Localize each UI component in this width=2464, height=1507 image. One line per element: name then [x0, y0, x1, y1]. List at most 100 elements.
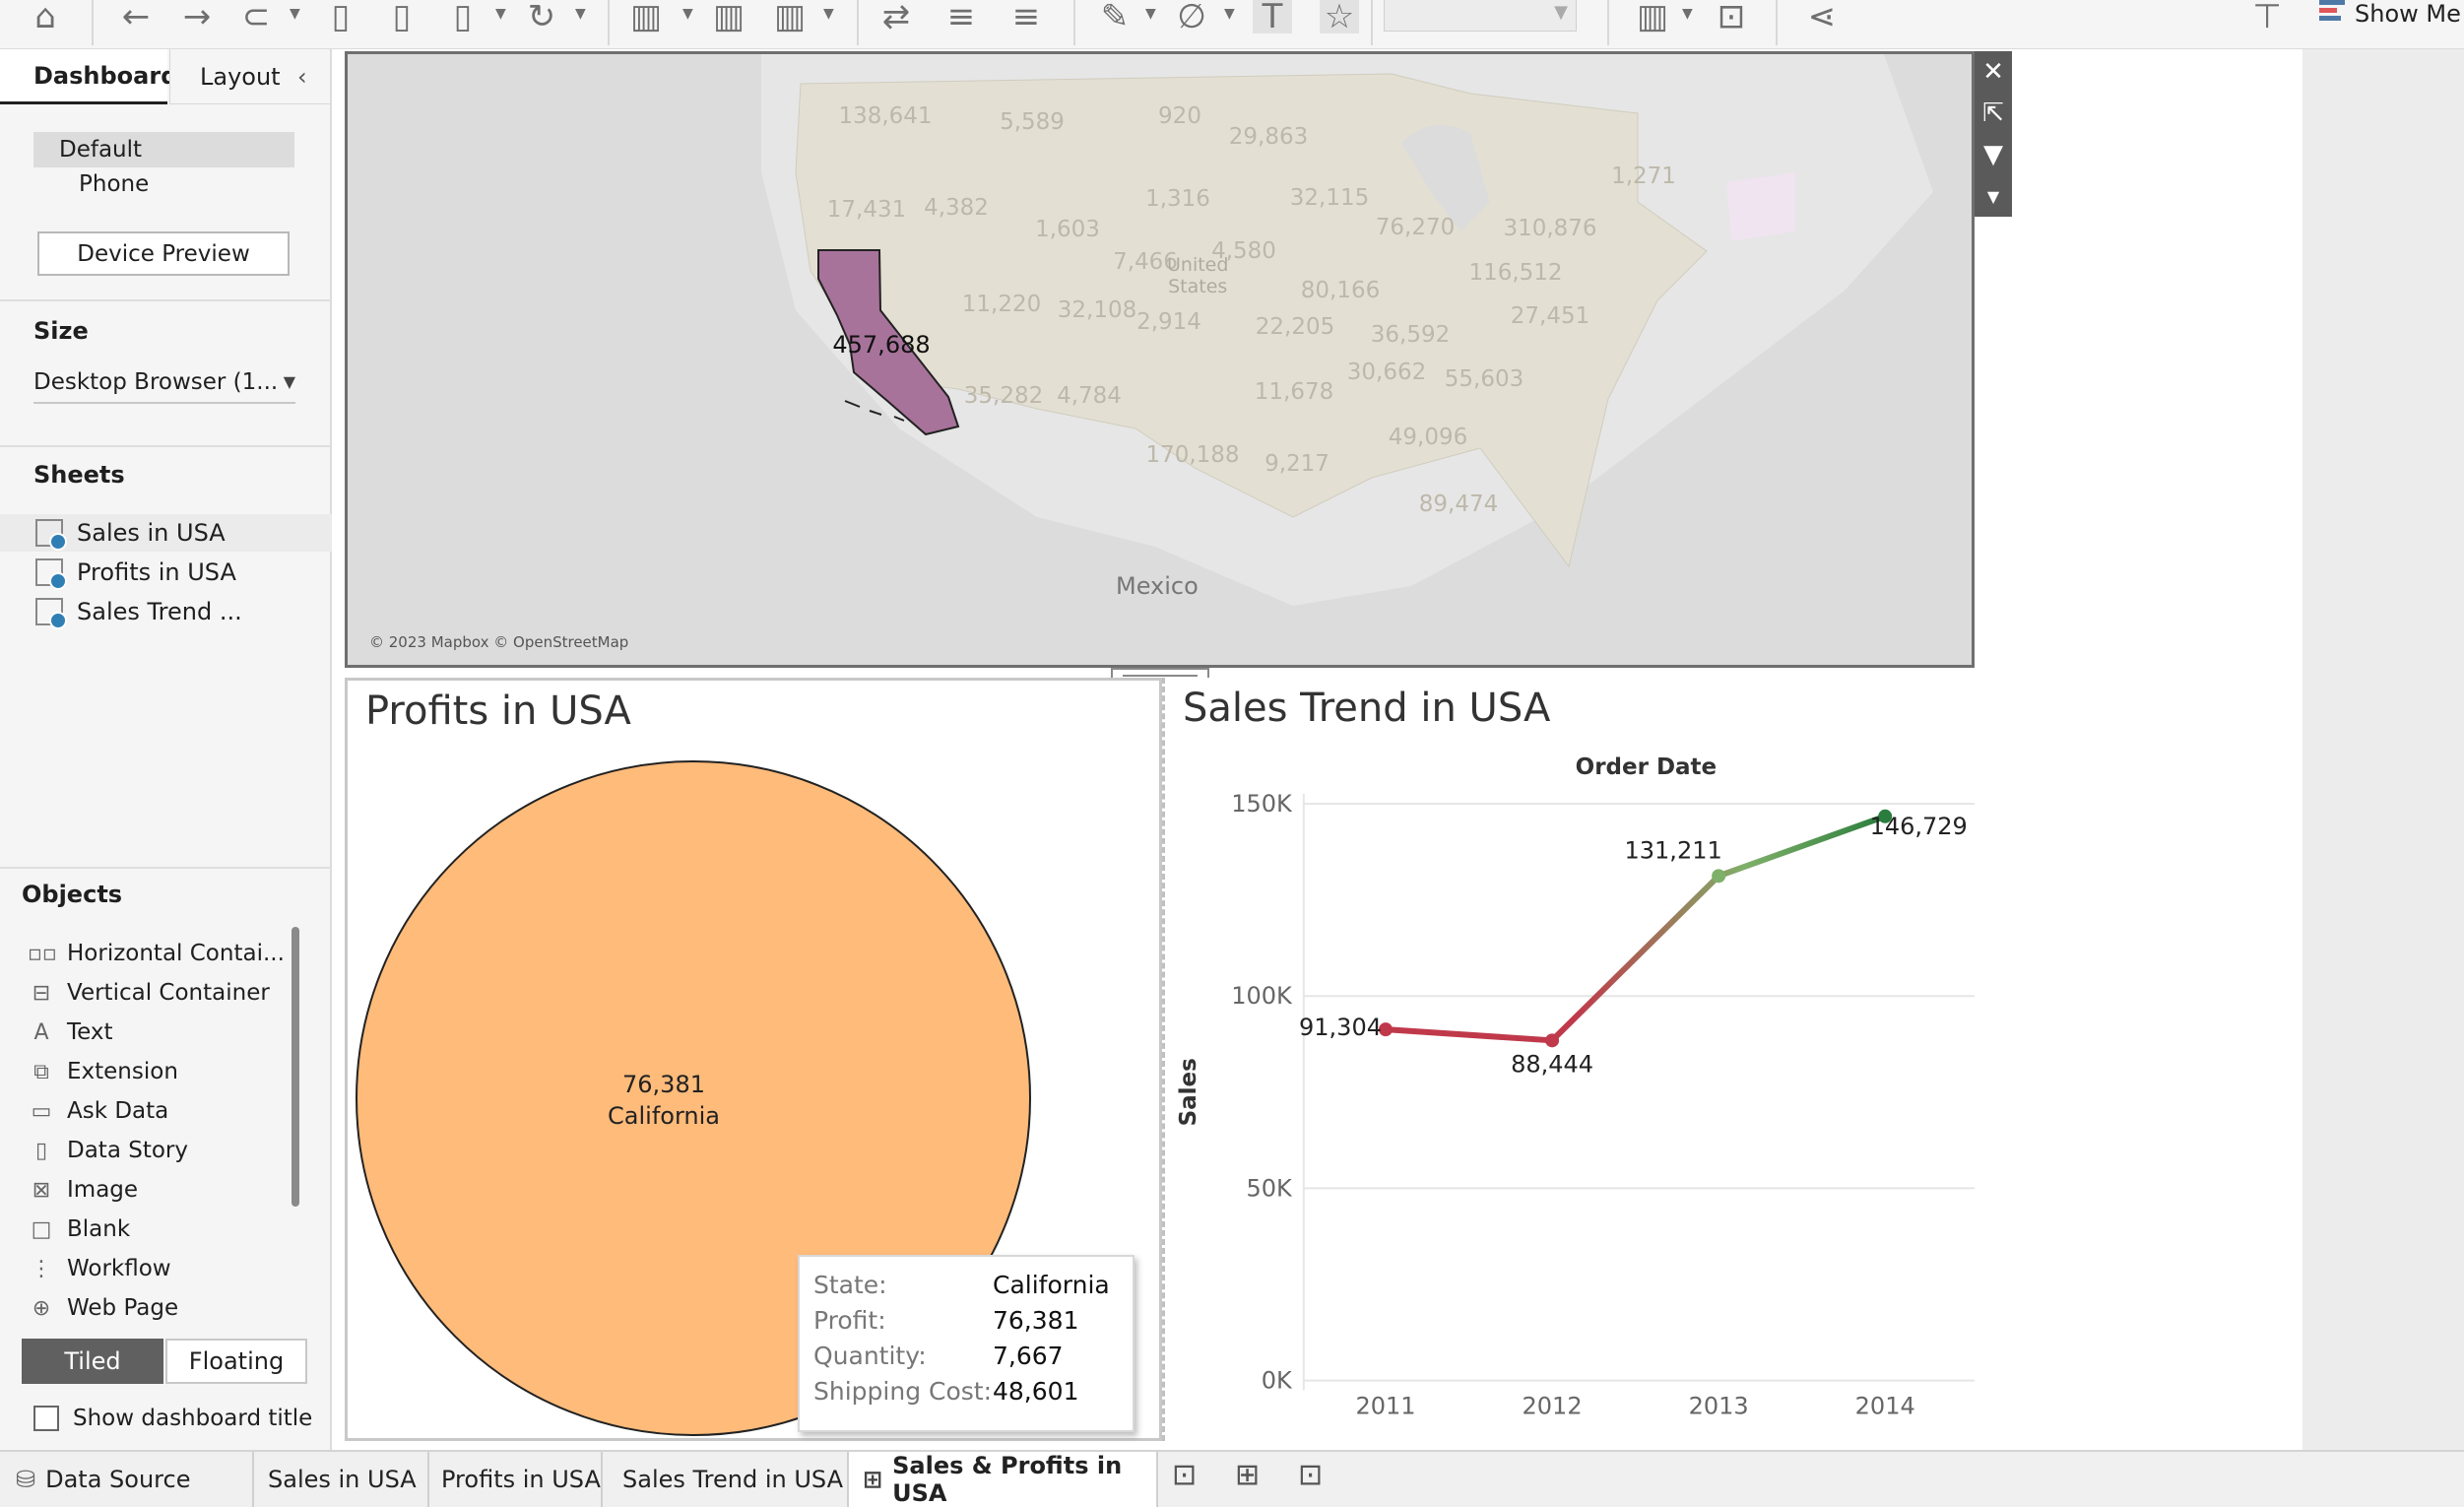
highlight-dropdown-icon[interactable]: ▼: [1145, 6, 1156, 22]
tab-data-source[interactable]: ⛁ Data Source: [0, 1452, 254, 1507]
go-to-sheet-icon[interactable]: ⇱: [1982, 98, 2004, 128]
fix-axes-icon[interactable]: ☆: [1320, 0, 1359, 36]
new-dashboard-icon[interactable]: ⊞: [1235, 1458, 1261, 1492]
replay-dropdown-icon[interactable]: ▼: [290, 6, 300, 22]
state-value-label: 138,641: [838, 103, 933, 129]
country-label-line: United: [1167, 254, 1229, 276]
sheet-item[interactable]: Sales in USA: [0, 514, 332, 552]
pause-updates-icon[interactable]: ▯: [453, 0, 473, 36]
checkbox[interactable]: [33, 1406, 59, 1431]
new-worksheet-icon[interactable]: ⊡: [1172, 1458, 1198, 1492]
group-icon[interactable]: ∅: [1177, 0, 1206, 36]
new-data-source-icon[interactable]: ▯: [392, 0, 412, 36]
tiled-button[interactable]: Tiled: [22, 1339, 163, 1384]
object-label: Blank: [67, 1216, 131, 1242]
tab-label: Sales Trend in USA: [622, 1466, 843, 1493]
x-tick-label: 2012: [1523, 1393, 1583, 1420]
new-worksheet-dropdown-icon[interactable]: ▼: [682, 6, 693, 22]
show-labels-icon[interactable]: T: [1253, 0, 1292, 36]
sheet-item[interactable]: Profits in USA: [0, 554, 332, 591]
object-horizontal-container[interactable]: ▫▫ Horizontal Contai...: [28, 936, 285, 971]
show-me-label: Show Me: [2355, 0, 2461, 28]
tab-dashboard-active[interactable]: ⊞ Sales & Profits in USA: [849, 1452, 1158, 1507]
show-cards-dropdown-icon[interactable]: ▼: [1682, 6, 1693, 22]
object-label: Workflow: [67, 1256, 171, 1281]
tab-sheet[interactable]: Sales in USA: [254, 1452, 429, 1507]
y-axis-title: Sales: [1176, 1058, 1201, 1126]
object-image[interactable]: ⊠ Image: [28, 1172, 138, 1208]
duplicate-sheet-icon[interactable]: ▥: [712, 0, 746, 36]
save-icon[interactable]: ▯: [331, 0, 351, 36]
object-text[interactable]: A Text: [28, 1015, 112, 1050]
state-value-label: 310,876: [1503, 216, 1597, 241]
device-preview-button[interactable]: Device Preview: [37, 231, 290, 276]
tab-label: Data Source: [45, 1466, 191, 1493]
sales-trend-view[interactable]: Sales Trend in USA 0K 50K 100K 150K 2011 2012…: [1162, 678, 1975, 1441]
tab-dashboard[interactable]: Dashboard: [0, 49, 177, 104]
undo-icon[interactable]: ←: [121, 0, 151, 36]
home-icon[interactable]: ⌂: [34, 0, 56, 36]
state-value-label: 80,166: [1300, 278, 1381, 303]
tooltip-key: State:: [813, 1271, 887, 1299]
clear-dropdown-icon[interactable]: ▼: [823, 6, 834, 22]
sort-ascending-icon[interactable]: ≡: [946, 0, 976, 36]
filter-icon[interactable]: ▼: [1983, 140, 2003, 169]
sort-descending-icon[interactable]: ≡: [1011, 0, 1041, 36]
collapse-panel-icon[interactable]: ‹: [297, 63, 307, 91]
vertical-container-icon: ⊟: [32, 980, 51, 1006]
state-value-label: 1,316: [1145, 186, 1210, 212]
replay-icon[interactable]: ⊂: [241, 0, 271, 36]
share-icon[interactable]: ⋖: [1807, 0, 1837, 36]
object-label: Image: [67, 1177, 139, 1203]
object-ask-data[interactable]: ▭ Ask Data: [28, 1093, 169, 1129]
worksheet-icon: [35, 519, 67, 551]
state-value-label: 22,205: [1255, 314, 1335, 340]
presentation-icon[interactable]: ⊡: [1717, 0, 1746, 36]
device-phone[interactable]: Phone: [79, 171, 150, 197]
highlight-icon[interactable]: ✎: [1100, 0, 1130, 36]
horizontal-container-icon: ▫▫: [28, 941, 57, 966]
data-point: [1878, 809, 1893, 823]
state-california[interactable]: [817, 249, 960, 436]
group-dropdown-icon[interactable]: ▼: [1224, 6, 1235, 22]
country-label-line: States: [1168, 276, 1228, 297]
object-web-page[interactable]: ⊕ Web Page: [28, 1290, 178, 1326]
worksheet-icon: [35, 558, 67, 590]
pause-dropdown-icon[interactable]: ▼: [495, 6, 506, 22]
floating-button[interactable]: Floating: [165, 1339, 307, 1384]
show-dashboard-title-toggle[interactable]: Show dashboard title: [33, 1401, 312, 1436]
show-me-button[interactable]: Show Me: [2319, 0, 2461, 30]
more-options-icon[interactable]: ▼: [1986, 186, 2000, 206]
sheet-item[interactable]: Sales Trend ...: [0, 593, 332, 630]
blank-icon: □: [31, 1216, 52, 1242]
tab-label: Profits in USA: [441, 1466, 601, 1493]
show-cards-icon[interactable]: ▥: [1636, 0, 1669, 36]
objects-scrollbar[interactable]: [292, 927, 299, 1207]
object-vertical-container[interactable]: ⊟ Vertical Container: [28, 975, 270, 1011]
device-default[interactable]: Default: [33, 132, 294, 167]
sales-map-view[interactable]: 138,641 5,589 920 29,863 1,271 17,431 4,…: [345, 51, 1975, 668]
tab-sheet[interactable]: Profits in USA: [429, 1452, 603, 1507]
show-dashboard-title-label: Show dashboard title: [73, 1406, 313, 1431]
refresh-dropdown-icon[interactable]: ▼: [575, 6, 586, 22]
new-worksheet-icon[interactable]: ▥: [629, 0, 663, 36]
object-extension[interactable]: ⧉ Extension: [28, 1054, 178, 1089]
close-icon[interactable]: ✕: [1982, 57, 2004, 87]
size-select[interactable]: Desktop Browser (1... ▼: [33, 362, 295, 404]
object-data-story[interactable]: ▯ Data Story: [28, 1133, 188, 1168]
tab-layout[interactable]: Layout: [169, 49, 330, 104]
tooltip-key: Shipping Cost:: [813, 1377, 993, 1406]
pin-icon[interactable]: ⊤: [2252, 0, 2282, 36]
fit-combo[interactable]: ▼: [1384, 0, 1577, 32]
y-tick-label: 0K: [1262, 1367, 1293, 1395]
new-story-icon[interactable]: ⊡: [1298, 1458, 1324, 1492]
redo-icon[interactable]: →: [182, 0, 212, 36]
object-blank[interactable]: □ Blank: [28, 1212, 131, 1247]
y-tick-label: 150K: [1231, 790, 1293, 818]
clear-sheet-icon[interactable]: ▥: [773, 0, 807, 36]
object-workflow[interactable]: ⋮ Workflow: [28, 1251, 171, 1286]
country-label-mexico: Mexico: [1116, 572, 1199, 600]
swap-icon[interactable]: ⇄: [881, 0, 911, 36]
tab-sheet[interactable]: Sales Trend in USA: [603, 1452, 849, 1507]
refresh-icon[interactable]: ↻: [527, 0, 556, 36]
